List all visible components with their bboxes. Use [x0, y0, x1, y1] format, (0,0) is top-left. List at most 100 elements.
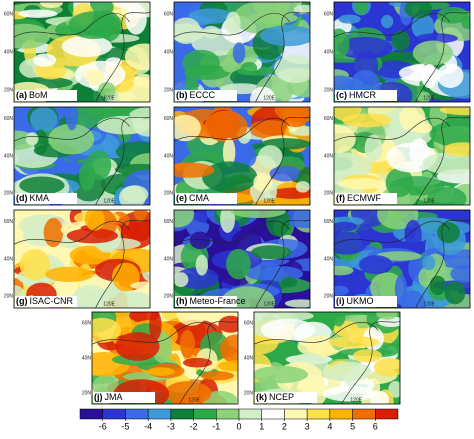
panel-model: UKMO [347, 296, 374, 306]
lat-label: 40N [4, 153, 14, 159]
colorbar-label: 2 [282, 421, 287, 431]
border [14, 117, 130, 142]
map-panel: 60N40N20N90E120E(j)JMA [82, 311, 239, 405]
panel-model: Meteo-France [190, 296, 246, 306]
field-patch [25, 132, 39, 146]
lon-label: 120E [350, 397, 362, 403]
field-patch [404, 219, 422, 251]
field-patch [220, 334, 238, 364]
lon-label: 120E [263, 95, 275, 101]
lat-label: 60N [244, 320, 254, 326]
lat-label: 40N [324, 256, 334, 262]
field-patch [401, 290, 426, 308]
panel-letter: (f) [336, 193, 345, 203]
field-patch [221, 57, 237, 73]
field-patch [84, 210, 105, 231]
panel-frame [333, 1, 471, 103]
lat-label: 20N [324, 87, 334, 93]
panel-letter: (j) [94, 392, 103, 402]
field-patch [222, 137, 236, 168]
field-patch [385, 167, 414, 198]
field-patch [182, 49, 220, 76]
field-patch [92, 317, 122, 343]
coastline [95, 219, 150, 308]
coastline [255, 116, 310, 205]
field-patch [72, 285, 109, 308]
lon-label: 120E [423, 301, 435, 307]
field-patch [230, 210, 286, 219]
colorbar-label: 0 [236, 421, 241, 431]
field-patch [97, 115, 150, 135]
colorbar-label: -1 [212, 421, 220, 431]
lat-label: 40N [4, 256, 14, 262]
field-patch [174, 272, 189, 288]
field-patch [282, 107, 309, 128]
lat-label: 40N [244, 355, 254, 361]
field-patch [415, 33, 458, 44]
coastline [415, 11, 470, 102]
field-patch [429, 121, 470, 147]
lat-label: 20N [244, 390, 254, 396]
colorbar-label: 4 [327, 421, 332, 431]
label-box [175, 90, 237, 101]
field-patch [147, 367, 175, 376]
border [14, 220, 130, 245]
field-patch [269, 165, 302, 182]
lat-label: 60N [164, 116, 174, 122]
field-patch [412, 40, 453, 66]
panel-frame [333, 106, 471, 206]
field-patch [174, 114, 201, 142]
panel-label: (c) HMCR [336, 90, 376, 100]
field-patch [391, 30, 411, 51]
field-patch [130, 281, 150, 290]
panel-model: CMA [189, 193, 209, 203]
colorbar-label: -3 [167, 421, 175, 431]
lon-label: 120E [263, 301, 275, 307]
field-patch [19, 176, 65, 195]
coastline [415, 219, 470, 308]
field-patch [105, 57, 122, 67]
panel-letter: (e) [176, 193, 187, 203]
map-field [334, 210, 470, 308]
field-patch [133, 73, 150, 88]
label-box [255, 392, 317, 403]
panel-letter: (c) [336, 90, 347, 100]
field-patch [364, 134, 383, 162]
field-patch [334, 125, 356, 154]
field-patch [99, 286, 140, 308]
map-field [174, 2, 310, 102]
field-patch [251, 245, 292, 260]
field-patch [354, 2, 369, 15]
map-field [254, 312, 400, 404]
field-patch [337, 178, 386, 190]
field-patch [427, 186, 467, 205]
panel-frame [173, 209, 311, 309]
colorbar-label: 1 [259, 421, 264, 431]
colorbar-box [170, 408, 194, 420]
field-patch [174, 17, 201, 44]
coastline [179, 320, 238, 404]
panel-label: (j) JMA [94, 392, 123, 402]
field-patch [124, 43, 150, 71]
field-patch [61, 35, 113, 58]
colorbar-box [79, 408, 103, 420]
lat-label: 40N [324, 49, 334, 55]
coastline [95, 116, 150, 205]
field-patch [225, 11, 241, 35]
coastline [341, 320, 400, 404]
colorbar-box [306, 408, 331, 420]
field-patch [252, 199, 302, 205]
label-box [15, 90, 77, 101]
panel-letter: (h) [176, 296, 188, 306]
map-panel: 60N40N20N90E120E(k)NCEP [244, 311, 401, 405]
field-patch [444, 281, 466, 305]
label-box [335, 296, 397, 307]
border [174, 117, 290, 142]
field-patch [240, 62, 258, 75]
field-patch [332, 312, 346, 327]
colorbar-label: 5 [350, 421, 355, 431]
border [334, 117, 450, 142]
field-patch [334, 75, 355, 93]
label-box [15, 296, 77, 307]
field-patch [115, 332, 160, 361]
